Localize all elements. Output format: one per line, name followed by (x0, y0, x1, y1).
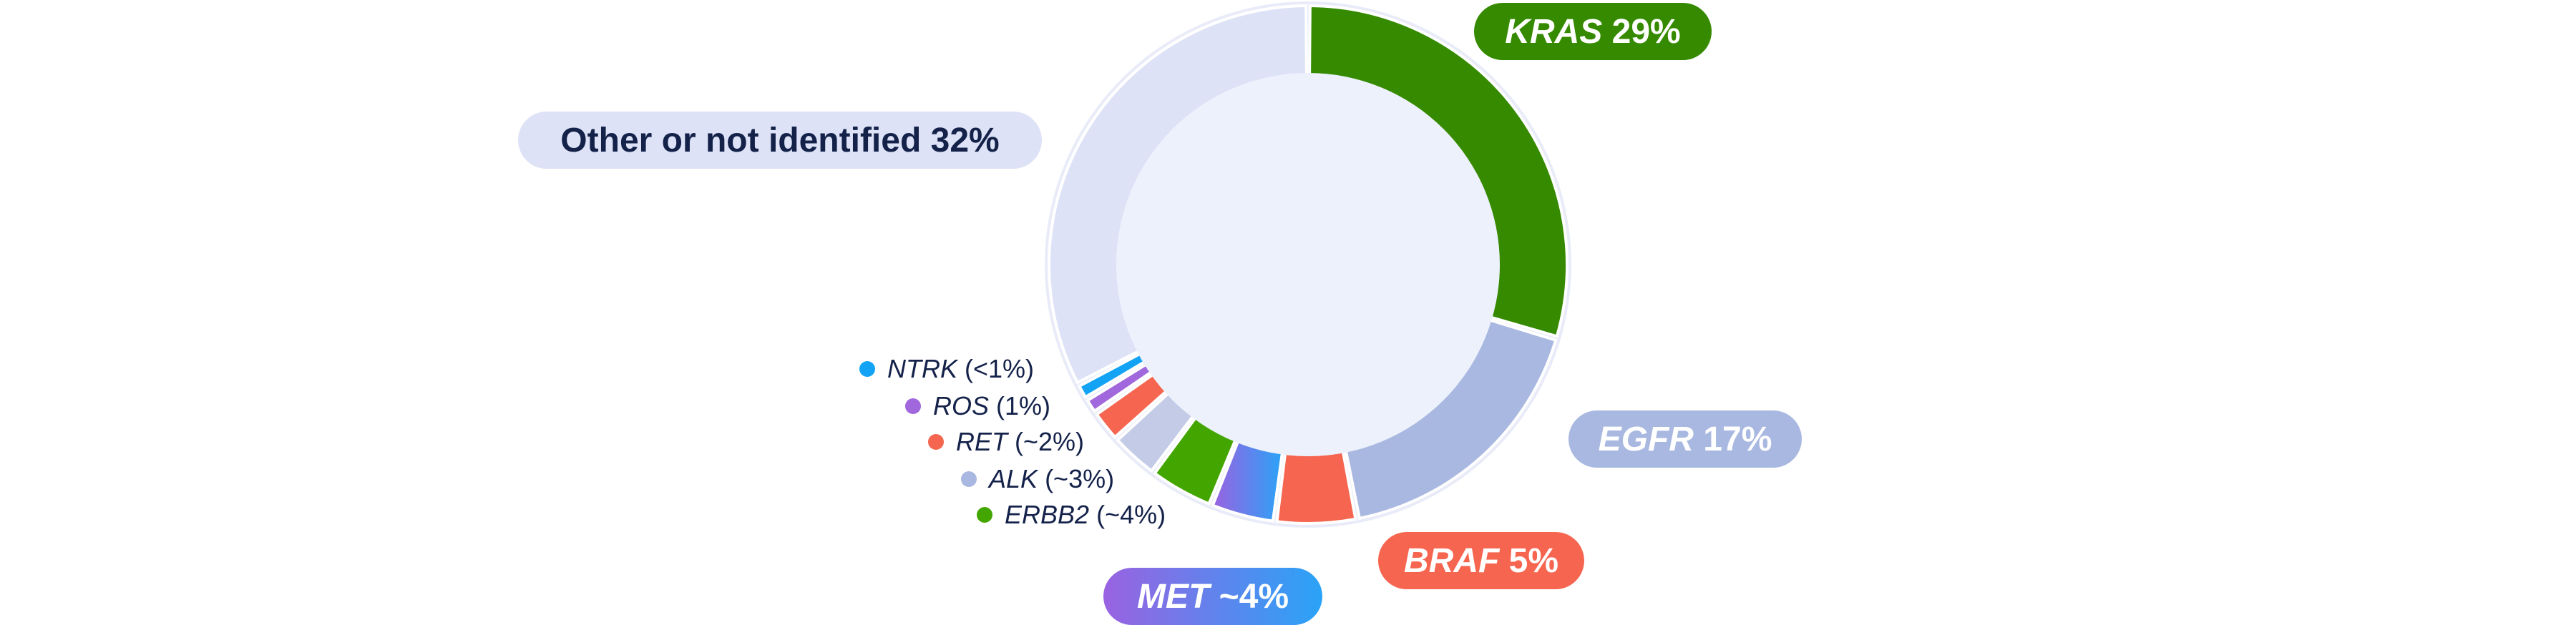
legend-erbb2-name: ERBB2 (1005, 500, 1089, 529)
label-braf-name: BRAF (1404, 542, 1501, 580)
legend-alk: ALK (~3%) (961, 464, 1114, 493)
legend-ret-value: (~2%) (1015, 427, 1084, 456)
label-kras-pill (1474, 3, 1712, 60)
svg-text:KRAS 29%: KRAS 29% (1505, 13, 1680, 51)
legend-alk-value: (~3%) (1045, 464, 1114, 493)
label-kras-name: KRAS (1505, 13, 1602, 51)
legend-erbb2-value: (~4%) (1096, 500, 1166, 529)
label-braf-pill (1378, 532, 1584, 589)
label-kras-value: 29% (1612, 13, 1681, 51)
label-met-name: MET (1137, 578, 1212, 616)
label-other-value: 32% (931, 122, 1000, 159)
label-other-text: Other or not identified 32% (560, 122, 999, 159)
svg-text:NTRK (<1%): NTRK (<1%) (887, 354, 1034, 383)
legend-alk-dot (961, 471, 977, 487)
legend-ret-name: RET (956, 427, 1010, 456)
legend-alk-name: ALK (987, 464, 1039, 493)
label-met-pill (1103, 568, 1322, 625)
label-other-name: Other or not identified (560, 122, 921, 159)
svg-text:BRAF 5%: BRAF 5% (1404, 542, 1558, 580)
svg-text:ALK (~3%): ALK (~3%) (987, 464, 1114, 493)
label-egfr-value: 17% (1703, 420, 1772, 458)
label-other: Other or not identified 32% (518, 112, 1042, 169)
legend-ros-name: ROS (933, 391, 989, 420)
legend-ros: ROS (1%) (905, 391, 1050, 420)
legend-ntrk: NTRK (<1%) (859, 354, 1034, 383)
label-egfr-pill (1568, 410, 1802, 468)
svg-text:ROS (1%): ROS (1%) (933, 391, 1050, 420)
label-met: MET ~4% (1103, 568, 1322, 625)
legend-ros-dot (905, 398, 921, 414)
svg-text:ERBB2 (~4%): ERBB2 (~4%) (1005, 500, 1166, 529)
legend-erbb2-dot (977, 507, 992, 523)
label-braf: BRAF 5% (1378, 532, 1584, 589)
legend-erbb2: ERBB2 (~4%) (977, 500, 1166, 529)
legend-ret: RET (~2%) (928, 427, 1084, 456)
legend-ros-value: (1%) (996, 391, 1050, 420)
label-kras: KRAS 29% (1474, 3, 1712, 60)
legend-ntrk-dot (859, 361, 875, 377)
donut-center (1116, 73, 1500, 456)
label-braf-value: 5% (1509, 542, 1558, 580)
label-egfr-name: EGFR (1599, 420, 1694, 458)
label-egfr: EGFR 17% (1568, 410, 1802, 468)
legend-ntrk-name: NTRK (887, 354, 959, 383)
label-met-value: ~4% (1219, 578, 1289, 616)
svg-text:RET (~2%): RET (~2%) (956, 427, 1084, 456)
svg-text:EGFR 17%: EGFR 17% (1599, 420, 1772, 458)
legend-ret-dot (928, 434, 944, 450)
legend-ntrk-value: (<1%) (965, 354, 1034, 383)
svg-text:MET ~4%: MET ~4% (1137, 578, 1289, 616)
slice-braf (1275, 447, 1357, 525)
label-other-pill (518, 112, 1042, 169)
